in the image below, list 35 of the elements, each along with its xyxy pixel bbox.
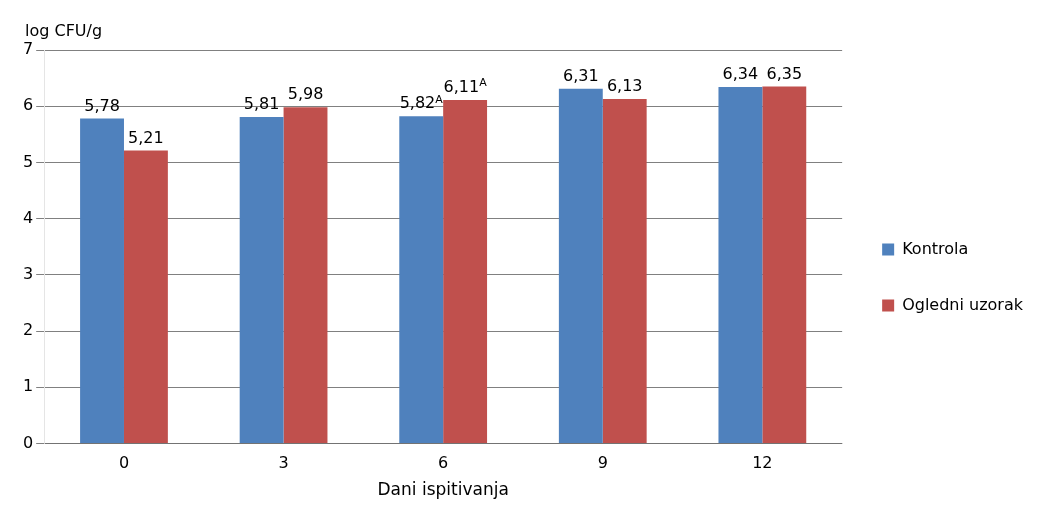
y-tick-label: 5 bbox=[22, 151, 34, 171]
y-tick-label: 1 bbox=[22, 376, 34, 396]
data-label: 6,31 bbox=[563, 65, 599, 85]
x-tick-label: 9 bbox=[597, 453, 608, 473]
x-tick-label: 12 bbox=[752, 453, 773, 473]
bar bbox=[558, 88, 603, 443]
legend-label: Ogledni uzorak bbox=[902, 294, 1024, 314]
y-axis-title: log CFU/g bbox=[25, 21, 103, 41]
bar bbox=[239, 116, 284, 443]
y-tick-label: 2 bbox=[22, 320, 34, 340]
y-tick-label: 6 bbox=[22, 95, 34, 115]
y-tick-label: 0 bbox=[22, 432, 34, 452]
x-tick-label: 0 bbox=[118, 453, 130, 473]
y-tick-label: 3 bbox=[22, 263, 34, 283]
data-label: 6,35 bbox=[766, 63, 803, 83]
bar bbox=[399, 116, 444, 443]
data-label: 6,13 bbox=[606, 76, 643, 96]
data-label: 5,98 bbox=[287, 84, 324, 104]
bar bbox=[718, 87, 763, 443]
data-label: 5,78 bbox=[84, 95, 120, 115]
data-label: 6,34 bbox=[722, 64, 759, 84]
bar bbox=[80, 118, 124, 443]
bar bbox=[762, 86, 807, 443]
data-label: 5,81 bbox=[243, 94, 280, 114]
data-label: 5,21 bbox=[128, 127, 164, 147]
bar bbox=[123, 150, 168, 443]
bar bbox=[602, 98, 647, 443]
x-tick-label: 6 bbox=[438, 453, 449, 473]
y-tick-label: 7 bbox=[22, 39, 34, 59]
bar bbox=[443, 100, 488, 443]
y-tick-label: 4 bbox=[22, 207, 34, 227]
legend-label: Kontrola bbox=[902, 238, 969, 258]
bar bbox=[283, 107, 328, 443]
x-axis-title: Dani ispitivanja bbox=[377, 479, 509, 500]
x-tick-label: 3 bbox=[278, 453, 289, 473]
